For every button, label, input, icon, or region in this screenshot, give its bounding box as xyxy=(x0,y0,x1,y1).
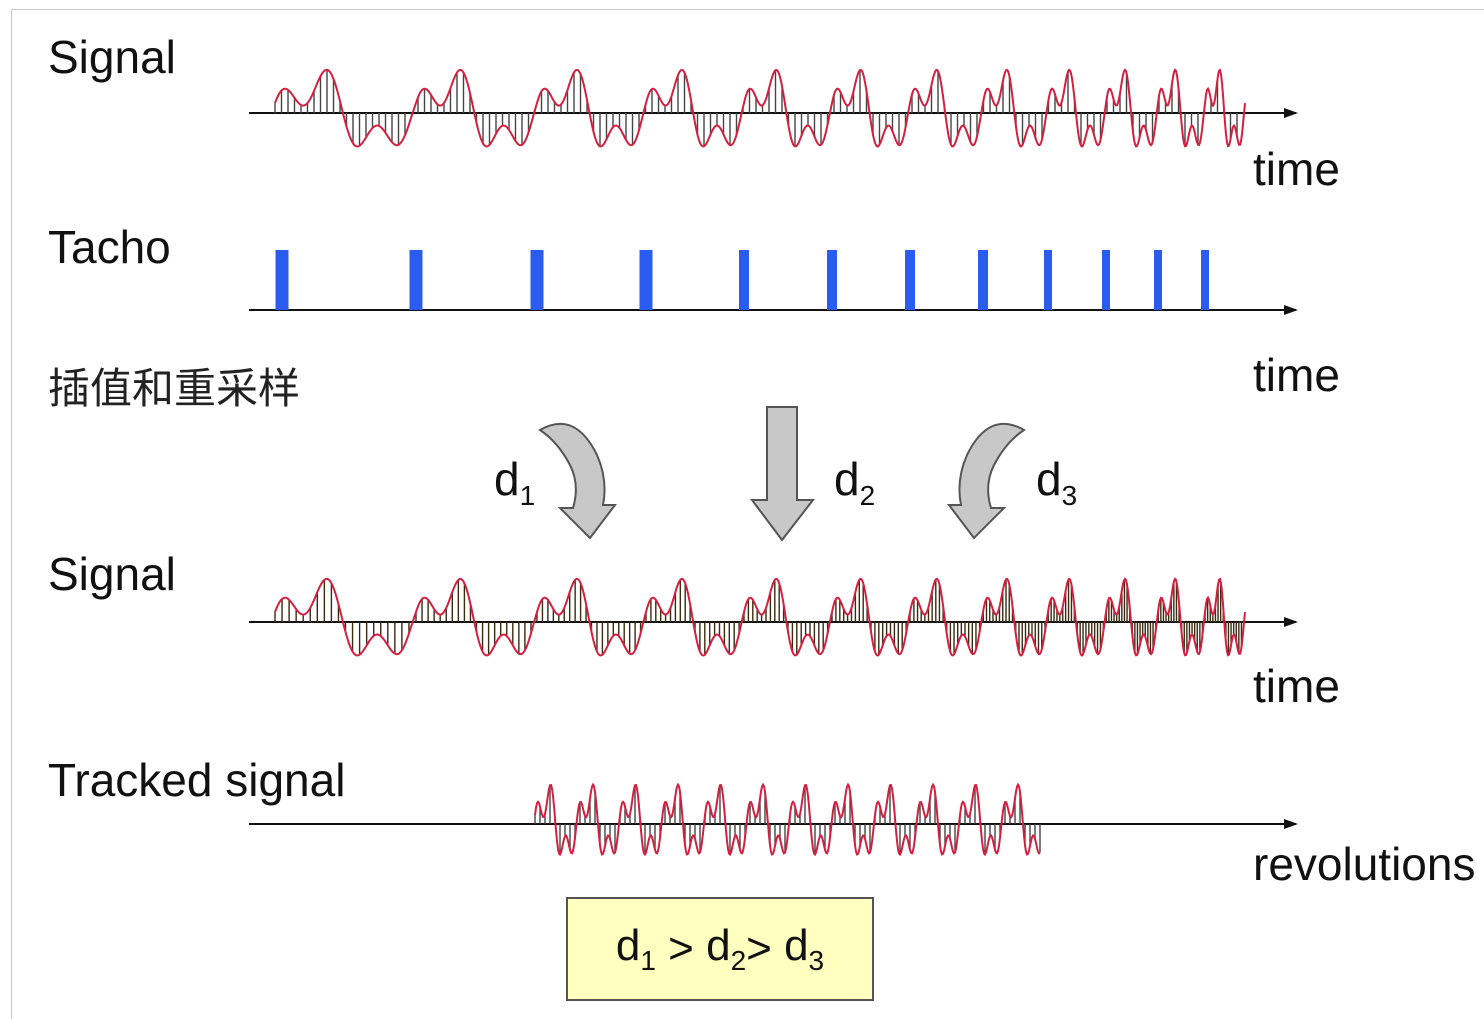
formula-d2: d2 xyxy=(706,921,747,976)
waveform-curve xyxy=(274,68,1246,148)
curved-arrow-d1 xyxy=(538,422,618,540)
formula-d1: d1 xyxy=(615,921,656,976)
resample-label: 插值和重采样 xyxy=(48,364,301,413)
axis-label-time-3: time xyxy=(1253,660,1340,712)
formula-gt-2: > xyxy=(746,924,785,973)
tacho-pulse-7 xyxy=(905,250,915,310)
signal-top-label: Signal xyxy=(48,31,176,83)
tracked-signal-waveform xyxy=(534,782,1041,857)
tacho-pulse-2 xyxy=(409,250,423,310)
axis-label-time-1: time xyxy=(1253,143,1340,195)
tacho-pulse-11 xyxy=(1154,250,1162,310)
arrow-label-d1: d1 xyxy=(494,453,536,511)
curved-arrow-d3 xyxy=(946,422,1026,540)
tacho-pulse-5 xyxy=(739,250,749,310)
diagram-frame xyxy=(11,9,1484,1019)
signal-bottom-waveform xyxy=(274,577,1246,657)
tacho-pulse-4 xyxy=(639,250,653,310)
tacho-pulse-9 xyxy=(1044,250,1052,310)
axis-label-time-2: time xyxy=(1253,349,1340,401)
waveform-curve xyxy=(534,782,1041,857)
axis-label-revolutions: revolutions xyxy=(1253,838,1476,890)
formula-d3: d3 xyxy=(784,921,825,976)
tacho-pulse-1 xyxy=(275,250,289,310)
tacho-pulse-3 xyxy=(530,250,544,310)
waveform-curve xyxy=(274,577,1246,657)
signal-top-waveform xyxy=(274,68,1246,148)
arrow-label-d3: d3 xyxy=(1036,453,1078,511)
tracked-signal-label: Tracked signal xyxy=(48,754,346,806)
formula-gt-1: > xyxy=(655,924,707,973)
tacho-pulse-6 xyxy=(827,250,837,310)
tacho-pulse-10 xyxy=(1102,250,1110,310)
signal-bottom-label: Signal xyxy=(48,548,176,600)
tacho-label: Tacho xyxy=(48,221,171,273)
tacho-pulses xyxy=(275,250,1209,310)
tacho-pulse-8 xyxy=(978,250,988,310)
formula-box: d1 > d2 > d3 xyxy=(566,897,874,1001)
arrow-label-d2: d2 xyxy=(834,453,876,511)
straight-arrow-d2 xyxy=(750,406,816,542)
tacho-pulse-12 xyxy=(1201,250,1209,310)
